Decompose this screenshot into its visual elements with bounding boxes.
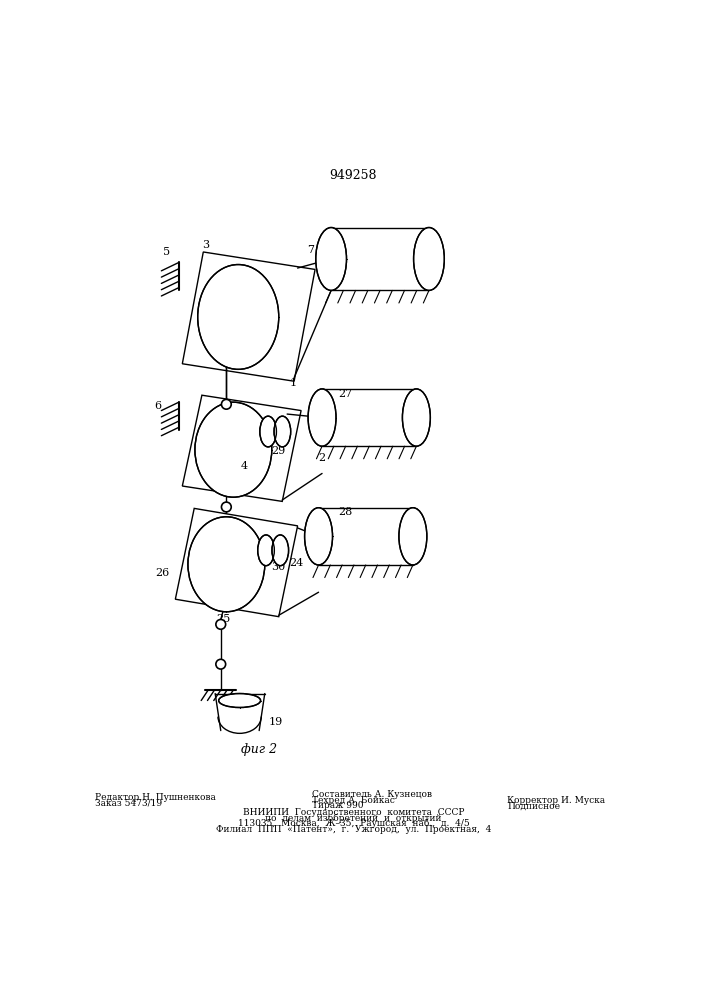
Polygon shape bbox=[175, 508, 298, 617]
Text: ВНИИПИ  Государственного  комитета  СССР: ВНИИПИ Государственного комитета СССР bbox=[243, 808, 464, 817]
Polygon shape bbox=[182, 252, 315, 381]
Text: 5: 5 bbox=[163, 247, 170, 257]
Ellipse shape bbox=[274, 416, 291, 447]
Ellipse shape bbox=[259, 416, 276, 447]
Text: Тираж 990: Тираж 990 bbox=[312, 801, 363, 810]
Text: Филиал  ППП  «Патент»,  г.  Ужгород,  ул.  Проектная,  4: Филиал ППП «Патент», г. Ужгород, ул. Про… bbox=[216, 825, 491, 834]
Text: 3: 3 bbox=[202, 240, 209, 250]
Text: 113035,  Москва,  Ж–35,  Раушская  наб.,  д.  4/5: 113035, Москва, Ж–35, Раушская наб., д. … bbox=[238, 819, 469, 828]
Ellipse shape bbox=[218, 694, 261, 708]
Text: 26: 26 bbox=[156, 568, 170, 578]
Ellipse shape bbox=[414, 228, 444, 290]
Text: Корректор И. Муска: Корректор И. Муска bbox=[507, 796, 605, 805]
Text: 6: 6 bbox=[154, 401, 161, 411]
Ellipse shape bbox=[258, 535, 274, 566]
Ellipse shape bbox=[399, 508, 427, 565]
Text: 28: 28 bbox=[338, 507, 352, 517]
Ellipse shape bbox=[188, 517, 264, 612]
Text: Заказ 5473/19: Заказ 5473/19 bbox=[95, 798, 162, 807]
Ellipse shape bbox=[198, 265, 279, 369]
Ellipse shape bbox=[305, 508, 332, 565]
Text: 19: 19 bbox=[268, 717, 283, 727]
Ellipse shape bbox=[316, 228, 346, 290]
Text: Подписное: Подписное bbox=[507, 801, 560, 810]
Text: 7: 7 bbox=[307, 245, 314, 255]
Text: 949258: 949258 bbox=[329, 169, 378, 182]
Circle shape bbox=[221, 399, 231, 409]
Circle shape bbox=[221, 502, 231, 512]
Circle shape bbox=[216, 659, 226, 669]
Text: 1: 1 bbox=[289, 378, 296, 388]
Ellipse shape bbox=[195, 402, 271, 497]
Text: 2: 2 bbox=[319, 453, 326, 463]
Text: по  делам  изобретений  и  открытий: по делам изобретений и открытий bbox=[265, 813, 442, 823]
Text: 25: 25 bbox=[216, 614, 230, 624]
Ellipse shape bbox=[308, 389, 336, 446]
Text: 4: 4 bbox=[240, 461, 247, 471]
Text: Составитель А. Кузнецов: Составитель А. Кузнецов bbox=[312, 790, 431, 799]
Text: Редактор Н. Пушненкова: Редактор Н. Пушненкова bbox=[95, 793, 216, 802]
Text: 27: 27 bbox=[338, 389, 352, 399]
Circle shape bbox=[216, 619, 226, 629]
Text: 30: 30 bbox=[271, 562, 286, 572]
Text: фиг 2: фиг 2 bbox=[241, 743, 277, 756]
Polygon shape bbox=[182, 395, 301, 501]
Text: 29: 29 bbox=[271, 446, 286, 456]
Ellipse shape bbox=[272, 535, 288, 566]
Ellipse shape bbox=[402, 389, 431, 446]
Text: Техред А. Бойкас: Техред А. Бойкас bbox=[312, 796, 395, 805]
Text: 24: 24 bbox=[289, 558, 303, 568]
